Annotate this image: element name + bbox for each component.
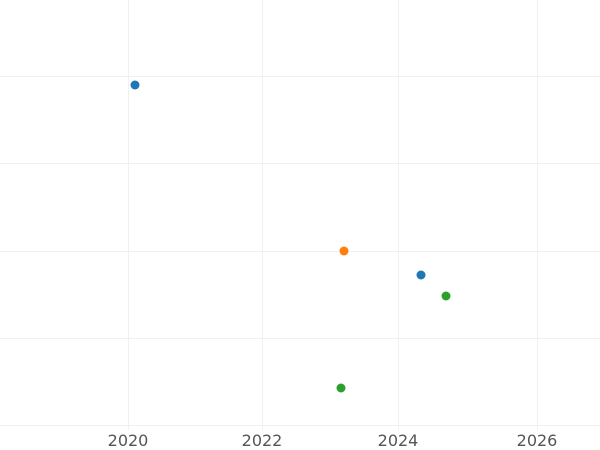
gridline-horizontal <box>0 338 600 339</box>
data-point-5[interactable] <box>336 383 346 393</box>
x-tick-label-2026: 2026 <box>516 431 558 450</box>
gridline-horizontal <box>0 251 600 252</box>
gridline-horizontal <box>0 76 600 77</box>
data-point-3[interactable] <box>416 270 426 280</box>
data-point-2[interactable] <box>339 246 349 256</box>
data-point-4[interactable] <box>441 291 451 301</box>
gridline-vertical <box>537 0 538 430</box>
plot-area <box>0 0 600 430</box>
gridline-horizontal <box>0 425 600 426</box>
gridline-vertical <box>128 0 129 430</box>
gridline-vertical <box>398 0 399 430</box>
gridline-vertical <box>262 0 263 430</box>
x-tick-label-2024: 2024 <box>377 431 419 450</box>
x-tick-label-2022: 2022 <box>241 431 283 450</box>
gridline-horizontal <box>0 163 600 164</box>
x-tick-label-2020: 2020 <box>107 431 149 450</box>
x-axis-tick-labels: 2020 2022 2024 2026 <box>0 430 600 450</box>
data-point-1[interactable] <box>130 80 140 90</box>
